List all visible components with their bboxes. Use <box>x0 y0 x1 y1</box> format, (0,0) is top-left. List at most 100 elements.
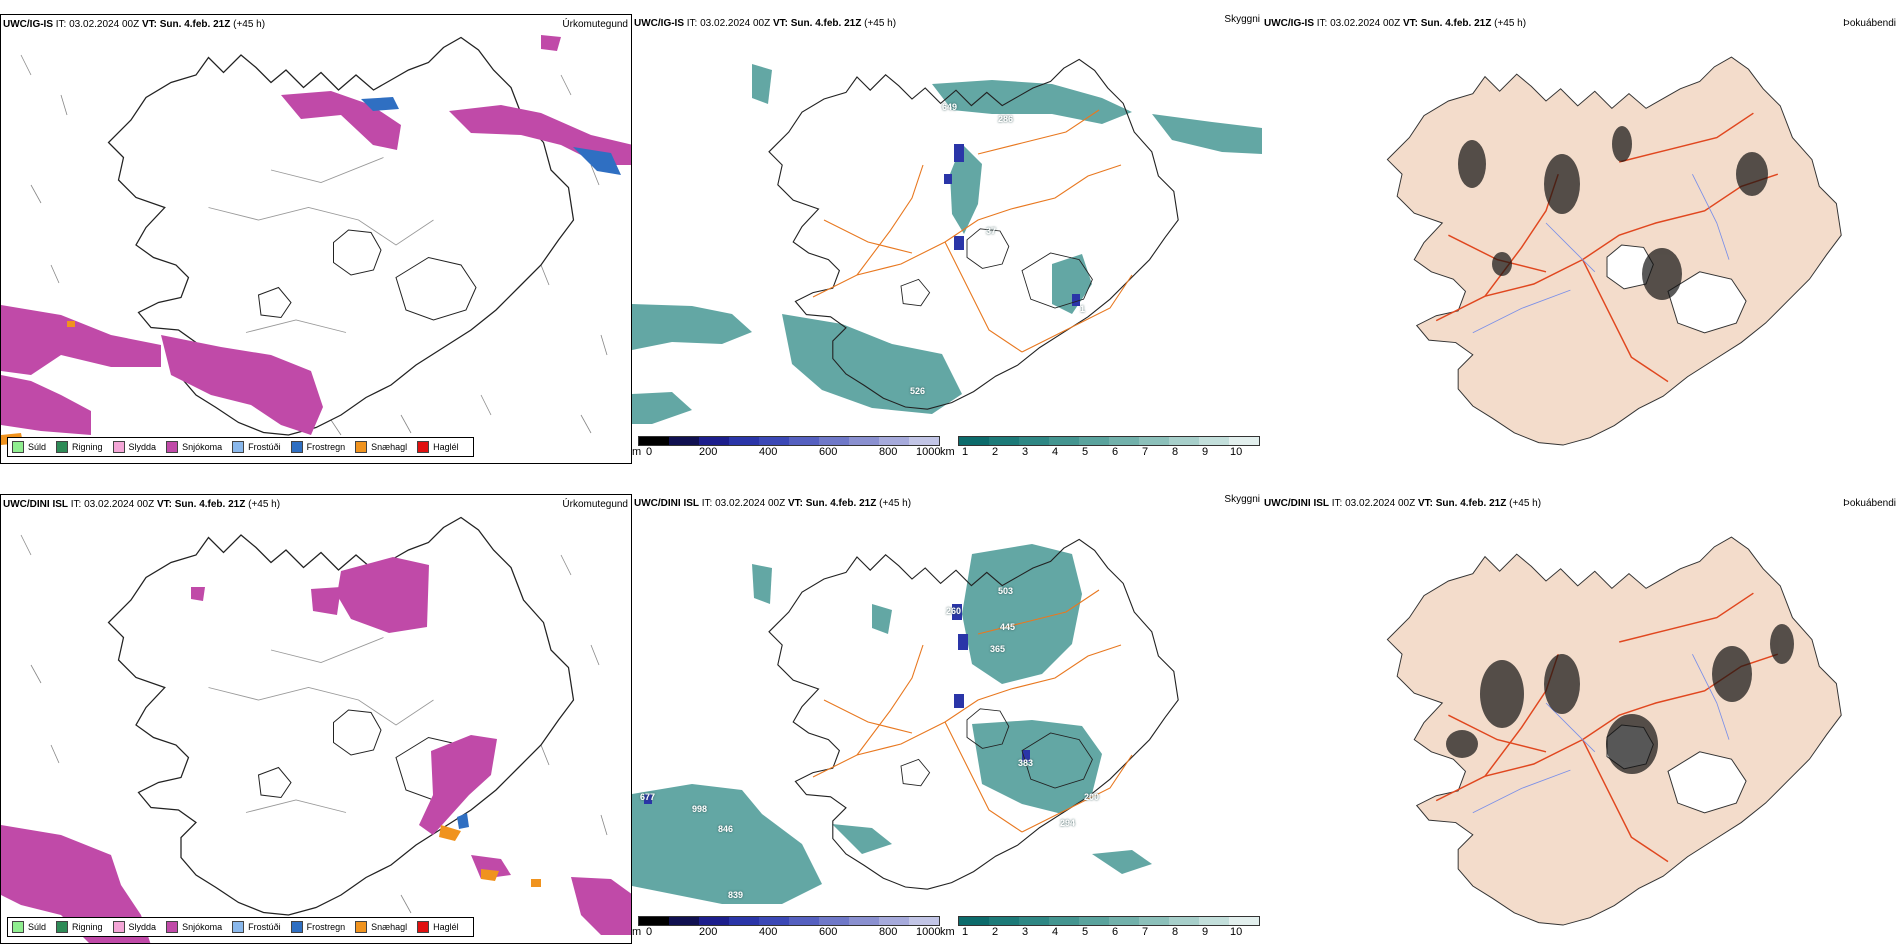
cloud-base-label: 839 <box>728 890 744 900</box>
panel-title: Úrkomutegund <box>562 19 628 30</box>
valid-time: Sun. 4.feb. 21Z <box>1420 18 1492 29</box>
cloud-base-label: 365 <box>990 644 1006 654</box>
legend-item: Haglél <box>417 441 459 453</box>
cloud-base-label: 294 <box>1060 818 1076 828</box>
cloud-base-label: 846 <box>718 824 734 834</box>
low-visibility-areas <box>632 544 1152 904</box>
precip-type-panel-2: UWC/DINI ISL IT: 03.02.2024 00Z VT: Sun.… <box>0 494 632 944</box>
cloud-base-label: 37 <box>986 226 997 236</box>
init-time: 03.02.2024 00Z <box>1345 498 1416 509</box>
panel-title: Þokuábendi <box>1843 498 1896 509</box>
visibility-map <box>632 538 1179 904</box>
model-name: UWC/DINI ISL <box>3 499 68 510</box>
valid-time: Sun. 4.feb. 21Z <box>790 18 862 29</box>
freezing-rain-areas <box>457 813 469 829</box>
scale-bars: m 0 200 400 600 800 1000 km 1 2 3 4 5 6 … <box>632 436 1262 458</box>
legend-item: Frostúði <box>232 441 281 453</box>
fog-index-panel-2: UWC/DINI ISL IT: 03.02.2024 00Z VT: Sun.… <box>1262 494 1900 944</box>
init-time: 03.02.2024 00Z <box>84 499 155 510</box>
lead-time: (+45 h) <box>864 18 897 29</box>
panel-header: UWC/DINI ISL IT: 03.02.2024 00Z VT: Sun.… <box>634 498 912 509</box>
legend-item: Súld <box>12 921 46 933</box>
init-time: 03.02.2024 00Z <box>1330 18 1401 29</box>
precip-type-legend: Súld Rigning Slydda Snjókoma Frostúði Fr… <box>7 437 474 457</box>
init-time: 03.02.2024 00Z <box>69 19 140 30</box>
legend-item: Snjókoma <box>166 441 222 453</box>
legend-item: Snjókoma <box>166 921 222 933</box>
valid-time: Sun. 4.feb. 21Z <box>159 19 231 30</box>
legend-item: Frostregn <box>290 441 345 453</box>
snow-areas <box>1 35 631 435</box>
cloud-base-label: 677 <box>640 792 656 802</box>
visibility-panel-1: UWC/IG-IS IT: 03.02.2024 00Z VT: Sun. 4.… <box>632 14 1262 464</box>
fog-index-map <box>1386 536 1842 926</box>
legend-item: Frostregn <box>290 921 345 933</box>
cloud-base-areas <box>944 144 1080 306</box>
model-name: UWC/DINI ISL <box>1264 498 1329 509</box>
lead-time: (+45 h) <box>233 19 266 30</box>
fog-index-map <box>1386 56 1842 446</box>
cloud-base-label: 526 <box>910 386 926 396</box>
lead-time: (+45 h) <box>248 499 281 510</box>
cloud-base-label: 286 <box>998 114 1014 124</box>
lead-time: (+45 h) <box>1494 18 1527 29</box>
scale-bars: m 0 200 400 600 800 1000 km 1 2 3 4 5 6 … <box>632 916 1262 938</box>
panel-header: UWC/DINI ISL IT: 03.02.2024 00Z VT: Sun.… <box>1264 498 1542 509</box>
visibility-scale <box>958 916 1260 926</box>
panel-title: Skyggni <box>1224 14 1260 25</box>
init-time: 03.02.2024 00Z <box>700 18 771 29</box>
legend-item: Slydda <box>112 441 156 453</box>
low-visibility-areas <box>632 64 1262 424</box>
cloud-base-label: 260 <box>946 606 962 616</box>
fog-dark-patches <box>1446 624 1794 774</box>
valid-time: Sun. 4.feb. 21Z <box>174 499 246 510</box>
model-name: UWC/IG-IS <box>3 19 53 30</box>
precip-type-panel-1: UWC/IG-IS IT: 03.02.2024 00Z VT: Sun. 4.… <box>0 14 632 464</box>
lead-time: (+45 h) <box>879 498 912 509</box>
panel-header: UWC/IG-IS IT: 03.02.2024 00Z VT: Sun. 4.… <box>634 18 897 29</box>
model-name: UWC/IG-IS <box>1264 18 1314 29</box>
precip-type-map <box>1 35 631 445</box>
model-name: UWC/DINI ISL <box>634 498 699 509</box>
snow-areas <box>1 557 631 943</box>
legend-item: Súld <box>12 441 46 453</box>
cloud-base-label: 998 <box>692 804 708 814</box>
freezing-rain-areas <box>361 97 621 175</box>
ice-pellet-areas <box>439 825 541 887</box>
cloud-base-areas <box>644 604 1030 804</box>
legend-item: Snæhagl <box>355 441 407 453</box>
cloud-base-scale <box>638 916 940 926</box>
legend-item: Rigning <box>56 441 103 453</box>
panel-title: Úrkomutegund <box>562 499 628 510</box>
lead-time: (+45 h) <box>1509 498 1542 509</box>
panel-header: UWC/DINI ISL IT: 03.02.2024 00Z VT: Sun.… <box>3 499 281 510</box>
cloud-base-label: 503 <box>998 586 1014 596</box>
panel-header: UWC/IG-IS IT: 03.02.2024 00Z VT: Sun. 4.… <box>3 19 266 30</box>
cloud-base-label: 1 <box>1080 304 1086 314</box>
panel-title: Skyggni <box>1224 494 1260 505</box>
model-name: UWC/IG-IS <box>634 18 684 29</box>
cloud-base-label: 383 <box>1018 758 1034 768</box>
precip-type-legend: Súld Rigning Slydda Snjókoma Frostúði Fr… <box>7 917 474 937</box>
cloud-base-label: 200 <box>1084 792 1100 802</box>
visibility-scale <box>958 436 1260 446</box>
legend-item: Haglél <box>417 921 459 933</box>
precip-type-map <box>1 516 631 943</box>
valid-time: Sun. 4.feb. 21Z <box>1435 498 1507 509</box>
legend-item: Frostúði <box>232 921 281 933</box>
legend-item: Snæhagl <box>355 921 407 933</box>
panel-title: Þokuábendi <box>1843 18 1896 29</box>
legend-item: Rigning <box>56 921 103 933</box>
panel-header: UWC/IG-IS IT: 03.02.2024 00Z VT: Sun. 4.… <box>1264 18 1527 29</box>
fog-dark-patches <box>1458 126 1768 300</box>
visibility-map <box>632 58 1262 424</box>
cloud-base-label: 445 <box>1000 622 1016 632</box>
init-time: 03.02.2024 00Z <box>715 498 786 509</box>
cloud-base-scale <box>638 436 940 446</box>
legend-item: Slydda <box>112 921 156 933</box>
fog-index-panel-1: UWC/IG-IS IT: 03.02.2024 00Z VT: Sun. 4.… <box>1262 14 1900 464</box>
cloud-base-label: 649 <box>942 102 958 112</box>
visibility-panel-2: UWC/DINI ISL IT: 03.02.2024 00Z VT: Sun.… <box>632 494 1262 944</box>
valid-time: Sun. 4.feb. 21Z <box>805 498 877 509</box>
wind-barbs <box>20 54 608 436</box>
